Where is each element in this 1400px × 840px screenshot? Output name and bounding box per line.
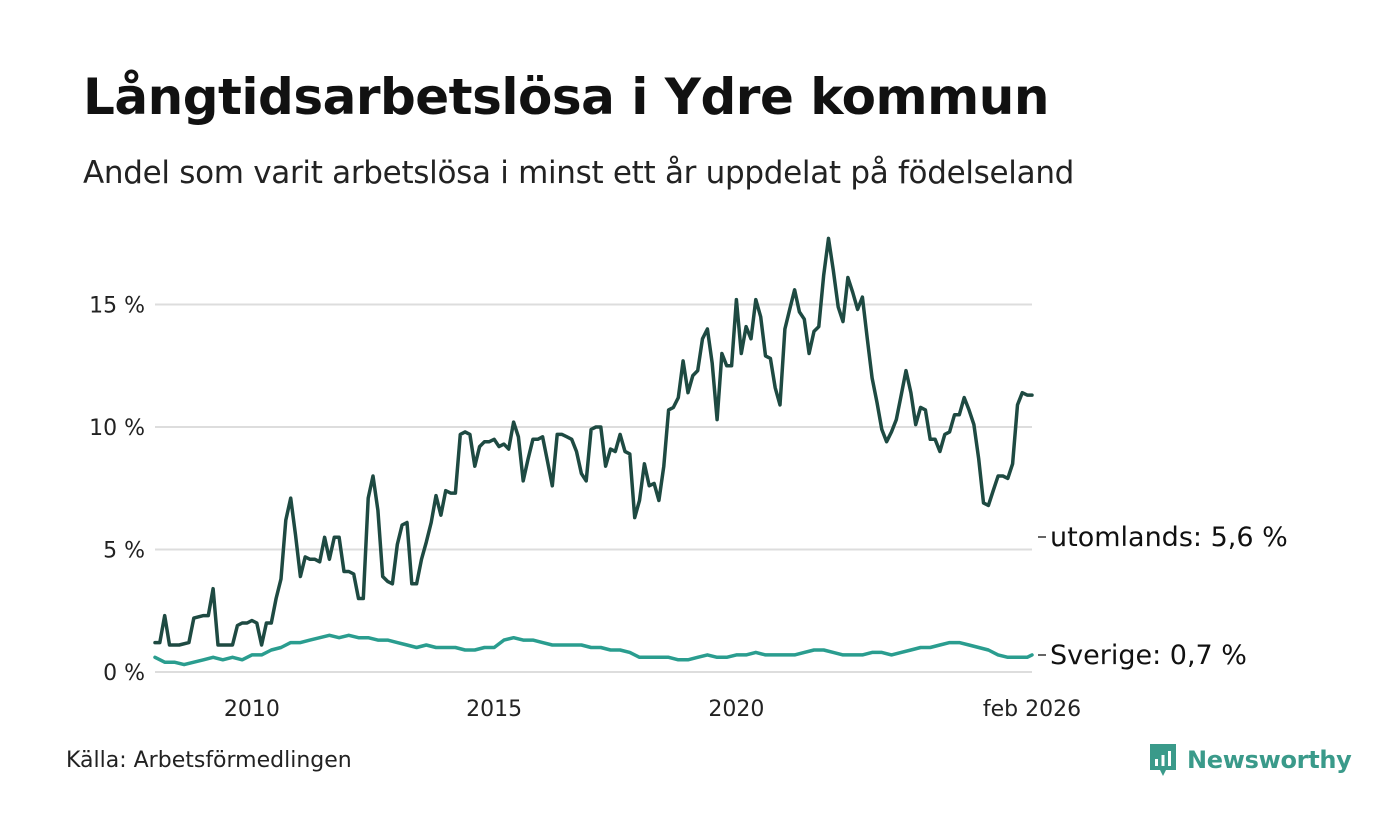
end-label-utomlands: utomlands: 5,6 % [1050,522,1288,553]
chart-subtitle: Andel som varit arbetslösa i minst ett å… [83,155,1075,191]
chart-title: Långtidsarbetslösa i Ydre kommun [83,68,1049,126]
newsworthy-logo-icon [1150,744,1176,776]
source-note: Källa: Arbetsförmedlingen [66,748,352,773]
y-tick-label: 10 % [89,416,145,441]
series-line-utomlands [153,236,1034,647]
brand-name: Newsworthy [1187,746,1352,774]
x-tick-label: 2020 [708,697,764,722]
brand-logo[interactable]: Newsworthy [1148,742,1352,778]
end-label-sverige: Sverige: 0,7 % [1050,640,1247,671]
x-tick-label: feb 2026 [983,697,1081,722]
x-tick-label: 2010 [224,697,280,722]
y-tick-label: 15 % [89,294,145,319]
y-tick-label: 5 % [103,539,145,564]
y-tick-label: 0 % [103,661,145,686]
x-tick-label: 2015 [466,697,522,722]
series-line-sverige [153,633,1034,667]
